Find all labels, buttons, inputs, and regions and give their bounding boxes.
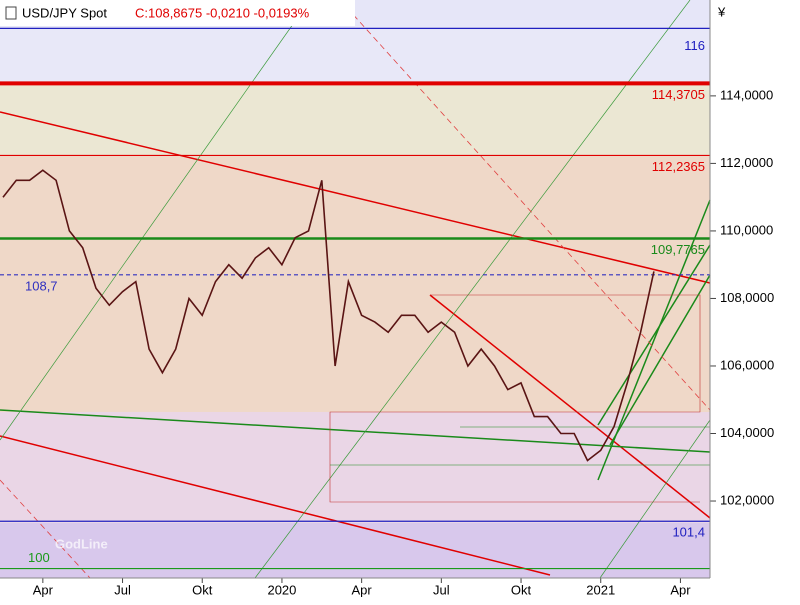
zone (0, 83, 710, 155)
retracement (329, 294, 701, 503)
x-tick-label: Apr (33, 582, 54, 597)
level-label: 108,7 (25, 278, 58, 293)
zones (0, 0, 710, 578)
y-tick-label: 102,0000 (720, 492, 774, 507)
watermark: GodLine (55, 536, 108, 551)
x-tick-label: 2020 (267, 582, 296, 597)
fan-line (339, 0, 711, 411)
x-tick-label: Apr (352, 582, 373, 597)
fan-line (599, 419, 711, 579)
y-tick-label: 106,0000 (720, 357, 774, 372)
y-tick-label: 110,0000 (720, 222, 773, 237)
trend-line (597, 244, 711, 426)
y-tick-label: 112,0000 (720, 155, 773, 170)
level-label: 112,2365 (652, 159, 705, 174)
trend-lines (0, 0, 711, 579)
level-label: 100 (28, 550, 50, 565)
y-tick-label: 108,0000 (720, 290, 774, 305)
x-tick-label: Jul (433, 582, 450, 597)
x-tick-label: Okt (192, 582, 213, 597)
trend-line (0, 435, 551, 576)
level-label: 116 (684, 38, 705, 53)
level-label: 101,4 (672, 525, 705, 540)
x-tick-label: Jul (114, 582, 131, 597)
grid: 102,0000 104,0000 106,0000 108,0000 110,0000… (33, 87, 775, 597)
y-tick-label: 114,0000 (720, 87, 773, 102)
currency: ¥ (717, 4, 726, 19)
level-label: 114,3705 (652, 87, 705, 102)
trend-line (0, 111, 711, 284)
x-tick-label: Okt (511, 582, 532, 597)
level-label: 109,7765 (651, 242, 705, 257)
levels: 116 114,3705 112,2365 109,7765 108,7 101,4 100 (0, 27, 710, 570)
zone (0, 155, 710, 412)
quote: C:108,8675 -0,0210 -0,0193% (135, 5, 310, 20)
fan-line (0, 479, 91, 579)
zone (0, 30, 710, 83)
fan-line (254, 0, 691, 579)
trend-line (429, 294, 711, 519)
x-tick-label: Apr (670, 582, 691, 597)
fan-line (0, 0, 311, 441)
chart-title: USD/JPY Spot (22, 5, 107, 20)
title-box (0, 0, 355, 26)
x-tick-label: 2021 (586, 582, 615, 597)
title-icon (5, 6, 17, 20)
trend-line (0, 409, 711, 453)
plot (2, 169, 655, 462)
y-tick-label: 104,0000 (720, 425, 774, 440)
trend-line (609, 274, 711, 446)
price-line (2, 169, 655, 462)
